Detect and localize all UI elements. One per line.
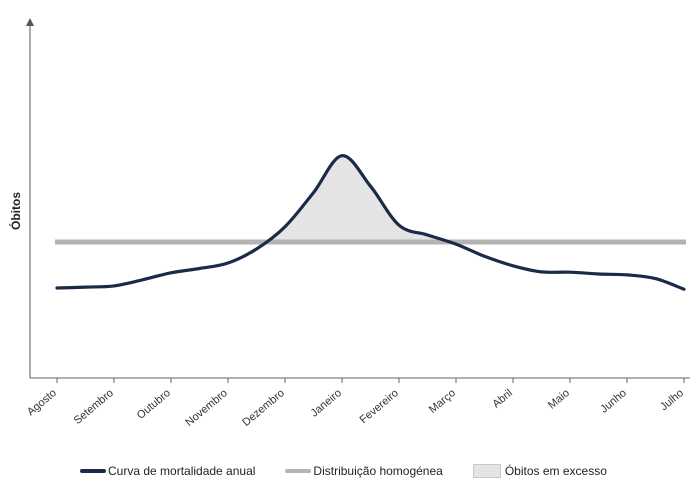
legend-label-annual-curve: Curva de mortalidade anual xyxy=(108,464,256,478)
mortality-curve xyxy=(55,154,686,291)
legend-swatch-excess xyxy=(472,464,501,478)
excess-area xyxy=(57,155,684,242)
legend-item-homogeneous: Distribuição homogénea xyxy=(285,464,443,478)
legend: Curva de mortalidade anual Distribuição … xyxy=(80,462,637,480)
y-axis-arrow xyxy=(26,18,34,26)
legend-swatch-homogeneous xyxy=(285,469,312,473)
x-tick-label: Abril xyxy=(490,387,515,410)
x-tick-label: Agosto xyxy=(25,387,59,418)
x-tick-label: Janeiro xyxy=(309,387,344,419)
x-tick-label: Julho xyxy=(658,387,686,413)
x-tick-label: Fevereiro xyxy=(358,387,401,426)
x-tick-label: Dezembro xyxy=(240,387,287,429)
x-tick-label: Outubro xyxy=(135,387,173,422)
legend-label-excess: Óbitos em excesso xyxy=(504,464,607,478)
legend-item-annual-curve: Curva de mortalidade anual xyxy=(80,464,255,478)
legend-swatch-annual-curve xyxy=(80,469,106,473)
plot-area: Agosto Setembro Outubro Novembro Dezembro Jan… xyxy=(25,18,690,429)
x-tick-label: Novembro xyxy=(183,387,230,429)
x-tick-label: Junho xyxy=(598,387,629,415)
legend-item-excess: Óbitos em excesso xyxy=(472,464,607,478)
y-axis-label: Óbitos xyxy=(8,192,23,230)
x-tick-label: Março xyxy=(427,387,458,416)
x-tick-label: Setembro xyxy=(72,387,116,427)
legend-label-homogeneous: Distribuição homogénea xyxy=(313,464,443,478)
x-tick-label: Maio xyxy=(546,387,572,412)
